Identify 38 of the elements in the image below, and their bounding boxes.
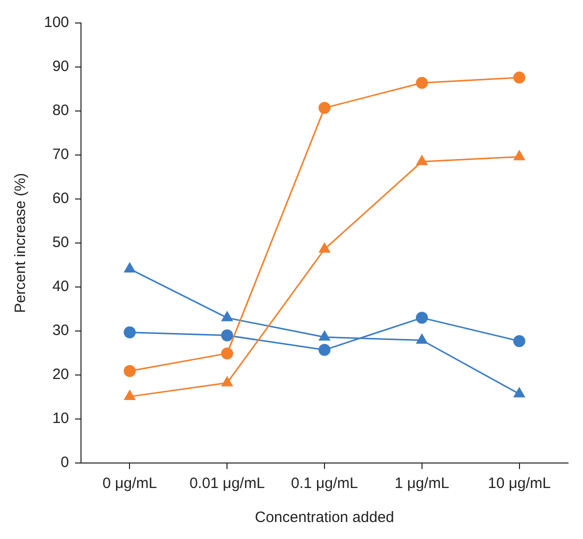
x-tick-label: 0.01 μg/mL bbox=[189, 475, 265, 492]
y-tick-label: 20 bbox=[52, 366, 70, 384]
y-tick-label: 30 bbox=[52, 322, 70, 340]
point bbox=[416, 333, 428, 344]
point bbox=[318, 102, 331, 114]
y-tick-label: 60 bbox=[52, 190, 70, 208]
point bbox=[124, 326, 136, 338]
x-tick-label: 0.1 μg/mL bbox=[291, 475, 358, 492]
y-tick-label: 70 bbox=[52, 146, 70, 164]
point bbox=[221, 310, 234, 322]
point bbox=[318, 242, 331, 253]
point bbox=[221, 376, 234, 386]
y-tick-label: 50 bbox=[52, 234, 70, 252]
point bbox=[221, 329, 234, 342]
y-tick-label: 0 bbox=[60, 454, 70, 472]
point bbox=[124, 390, 136, 400]
y-tick-label: 100 bbox=[44, 14, 70, 32]
point bbox=[416, 312, 428, 324]
point bbox=[416, 76, 428, 89]
point bbox=[513, 335, 526, 348]
y-tick-label: 90 bbox=[52, 58, 70, 76]
point bbox=[318, 330, 331, 341]
x-axis-title: Concentration added bbox=[254, 509, 394, 526]
x-tick-label: 1 μg/mL bbox=[394, 475, 450, 492]
point bbox=[513, 386, 526, 398]
x-tick-label: 0 μg/mL bbox=[102, 475, 157, 492]
point bbox=[513, 72, 526, 84]
x-tick-label: 10 μg/mL bbox=[488, 475, 551, 492]
y-tick-label: 80 bbox=[52, 102, 70, 120]
point bbox=[124, 365, 136, 378]
point bbox=[221, 347, 234, 360]
point bbox=[416, 154, 428, 166]
point bbox=[124, 262, 136, 272]
y-tick-label: 40 bbox=[52, 278, 70, 296]
point bbox=[318, 344, 331, 356]
y-axis-title: Percent increase (%) bbox=[12, 172, 30, 314]
y-tick-label: 10 bbox=[52, 410, 70, 428]
point bbox=[513, 150, 526, 160]
